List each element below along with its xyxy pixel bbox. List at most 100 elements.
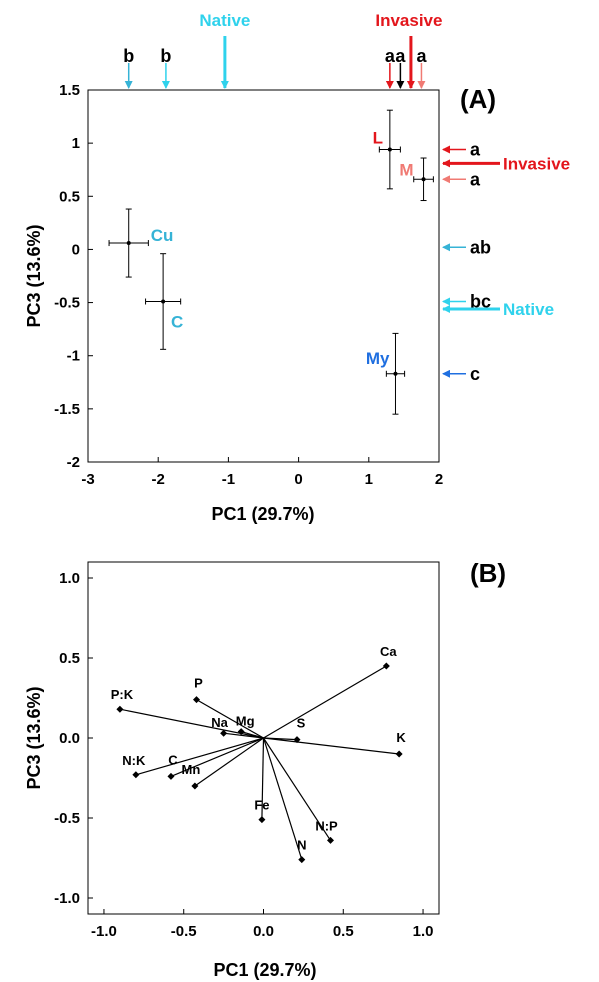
- b-vector-label: P:K: [111, 687, 134, 702]
- b-vector-line: [261, 737, 265, 820]
- a-point-label: L: [373, 129, 383, 148]
- b-vector-marker: [132, 771, 140, 779]
- a-x-tick-label: -1: [222, 471, 235, 488]
- panel-a-plot-area: [87, 89, 440, 463]
- b-vector-marker: [293, 736, 301, 744]
- a-y-tick-label: -1: [67, 348, 80, 365]
- a-y-tick-label: -1.5: [54, 401, 80, 418]
- b-vector-label: N: [297, 838, 306, 853]
- b-y-tick-label: -1.0: [54, 890, 80, 907]
- b-x-tick-label: 0.0: [253, 923, 274, 940]
- a-y-tick-label: 1: [72, 135, 80, 152]
- a-right-letter: ab: [470, 237, 491, 257]
- b-x-tick-label: 0.5: [333, 923, 354, 940]
- a-y-tick-label: 0.5: [59, 188, 80, 205]
- a-point-marker: [393, 371, 398, 376]
- b-vector-label: Mn: [182, 762, 201, 777]
- b-vector-label: K: [396, 730, 406, 745]
- panel-a-x-ticks: -3 -2 -1 0 1 2: [81, 457, 443, 488]
- b-vector-marker: [395, 750, 403, 758]
- a-x-tick-label: -2: [152, 471, 165, 488]
- a-y-tick-label: 0: [72, 241, 80, 258]
- panel-a-label: (A): [460, 84, 496, 114]
- b-vector-line: [263, 737, 298, 741]
- b-x-tick-label: -1.0: [91, 923, 117, 940]
- panel-b: (B) PC1 (29.7%) PC3 (13.6%) -1.0 -0.5 0.0 0…: [24, 558, 506, 980]
- b-vector-marker: [192, 696, 200, 704]
- b-vector-marker: [220, 729, 228, 737]
- b-vector-label: C: [168, 752, 178, 767]
- b-vector-line: [196, 699, 264, 739]
- b-vector-line: [262, 737, 303, 860]
- panel-b-label: (B): [470, 558, 506, 588]
- b-y-tick-label: -0.5: [54, 810, 80, 827]
- b-vector-marker: [191, 782, 199, 790]
- b-vector-line: [135, 737, 264, 776]
- b-vector-marker: [298, 856, 306, 864]
- a-right-group-label: Invasive: [503, 154, 570, 173]
- a-top-letter: b: [160, 46, 171, 66]
- b-vector-label: Mg: [236, 714, 255, 729]
- a-point-marker: [126, 241, 131, 246]
- a-point-marker: [387, 147, 392, 152]
- b-vector-line: [240, 731, 264, 739]
- a-x-tick-label: 0: [294, 471, 302, 488]
- b-vector-marker: [258, 816, 266, 824]
- b-vector-line: [194, 737, 264, 787]
- b-vector-label: S: [297, 716, 306, 731]
- b-vector-line: [263, 665, 387, 739]
- panel-a-top-arrows: b b a a a Native Invasive: [123, 11, 442, 89]
- b-vector-line: [263, 737, 400, 755]
- a-top-group-label: Invasive: [375, 11, 442, 30]
- b-vector-label: N:P: [315, 818, 338, 833]
- a-point-marker: [161, 299, 166, 304]
- a-x-tick-label: -3: [81, 471, 94, 488]
- b-vector-marker: [327, 836, 335, 844]
- panel-a-ylabel: PC3 (13.6%): [24, 224, 44, 327]
- a-right-letter: a: [470, 140, 481, 160]
- a-point-marker: [421, 177, 426, 182]
- a-x-tick-label: 1: [365, 471, 373, 488]
- a-point-label: C: [171, 313, 183, 332]
- panel-b-x-ticks: -1.0 -0.5 0.0 0.5 1.0: [91, 909, 433, 940]
- b-y-tick-label: 0.0: [59, 730, 80, 747]
- a-right-letter: bc: [470, 292, 491, 312]
- panel-a-y-ticks: -2 -1.5 -1 -0.5 0 0.5 1 1.5: [54, 82, 93, 471]
- a-y-tick-label: -0.5: [54, 295, 80, 312]
- a-top-letter: a: [395, 46, 406, 66]
- a-top-letter: a: [385, 46, 396, 66]
- panel-b-y-ticks: -1.0 -0.5 0.0 0.5 1.0: [54, 570, 93, 907]
- b-vector-marker: [167, 772, 175, 780]
- b-vector-line: [262, 737, 332, 841]
- a-right-letter: c: [470, 364, 480, 384]
- b-x-tick-label: 1.0: [413, 923, 434, 940]
- panel-a-points: Cu C LM My: [108, 109, 434, 415]
- b-vector-label: Ca: [380, 644, 397, 659]
- b-vector-marker: [382, 662, 390, 670]
- panel-a: (A) PC1 (29.7%) PC3 (13.6%) -3 -2 -1 0 1 2 -2…: [24, 11, 570, 524]
- a-x-tick-label: 2: [435, 471, 443, 488]
- b-vector-label: P: [194, 676, 203, 691]
- panel-b-ylabel: PC3 (13.6%): [24, 686, 44, 789]
- a-y-tick-label: -2: [67, 454, 80, 471]
- b-y-tick-label: 0.5: [59, 650, 80, 667]
- panel-a-xlabel: PC1 (29.7%): [211, 504, 314, 524]
- b-vector-label: Fe: [254, 798, 269, 813]
- a-top-group-label: Native: [199, 11, 250, 30]
- b-vector-label: Na: [211, 715, 228, 730]
- a-right-group-label: Native: [503, 300, 554, 319]
- a-top-letter: a: [416, 46, 427, 66]
- panel-b-xlabel: PC1 (29.7%): [213, 960, 316, 980]
- a-top-letter: b: [123, 46, 134, 66]
- a-point-label: Cu: [151, 226, 174, 245]
- a-point-label: My: [366, 349, 390, 368]
- panel-b-vectors: Ca K P:K P Na Mg S N:K C Mn Fe N:P N: [111, 644, 406, 864]
- panel-a-right-arrows: aa ab bc c Invasive Native: [442, 140, 570, 384]
- b-vector-line: [170, 737, 264, 777]
- b-vector-line: [223, 732, 264, 739]
- b-vector-marker: [237, 728, 245, 736]
- b-vector-label: N:K: [122, 753, 146, 768]
- a-point-label: M: [399, 160, 413, 179]
- b-y-tick-label: 1.0: [59, 570, 80, 587]
